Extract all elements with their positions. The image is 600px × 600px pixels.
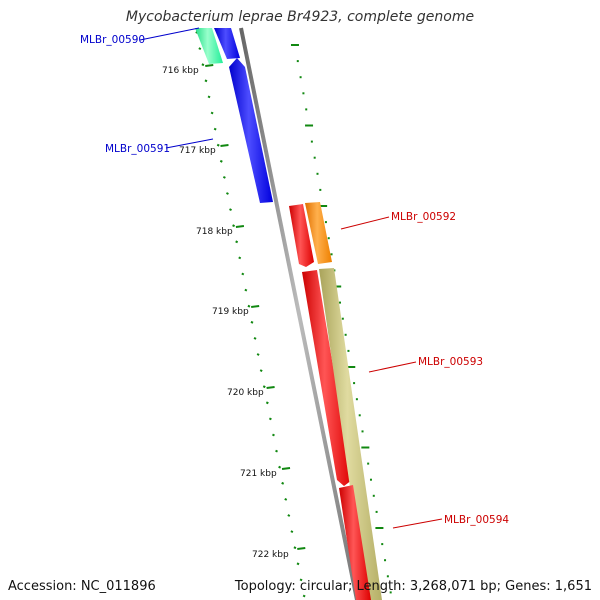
gene-label-mlbr-00593[interactable]: MLBr_00593 xyxy=(418,356,483,368)
minor-tick xyxy=(293,546,297,550)
minor-tick xyxy=(244,288,248,292)
minor-tick xyxy=(287,514,291,517)
scale-label: 721 kbp xyxy=(240,469,277,479)
gene-label-mlbr-00592[interactable]: MLBr_00592 xyxy=(391,211,456,223)
minor-tick xyxy=(201,63,205,67)
minor-tick xyxy=(256,353,260,356)
minor-tick xyxy=(284,498,288,501)
minor-tick xyxy=(272,433,275,437)
scale-label: 716 kbp xyxy=(162,66,199,76)
major-tick xyxy=(220,144,229,147)
scale-label: 720 kbp xyxy=(227,388,264,398)
gene-block-mlbr-00593[interactable] xyxy=(302,270,352,486)
minor-tick xyxy=(229,208,232,211)
outer-tick-column xyxy=(290,44,392,594)
gene-block-mlbr-00593-feature[interactable] xyxy=(319,268,382,600)
major-tick xyxy=(251,305,260,308)
minor-tick xyxy=(213,127,217,131)
minor-tick xyxy=(238,256,242,260)
minor-tick xyxy=(296,562,300,566)
gene-label-leader xyxy=(368,361,417,373)
scale-label: 717 kbp xyxy=(179,146,216,156)
minor-tick xyxy=(222,176,226,179)
genome-backbone xyxy=(239,27,359,600)
major-tick xyxy=(266,386,275,389)
minor-tick xyxy=(299,578,303,582)
minor-tick xyxy=(268,417,272,421)
major-tick xyxy=(281,467,291,470)
gene-label-leader xyxy=(165,138,214,149)
minor-tick xyxy=(232,224,236,228)
minor-tick xyxy=(290,530,294,533)
minor-tick xyxy=(225,192,229,195)
gene-label-mlbr-00594[interactable]: MLBr_00594 xyxy=(444,514,509,526)
minor-tick xyxy=(241,272,245,276)
scale-label: 718 kbp xyxy=(196,227,233,237)
minor-tick xyxy=(281,481,285,485)
genome-summary: Topology: circular; Length: 3,268,071 bp… xyxy=(234,579,592,594)
minor-tick xyxy=(259,369,263,372)
minor-tick xyxy=(262,385,266,389)
gene-label-leader xyxy=(392,518,443,529)
minor-tick xyxy=(207,95,211,99)
minor-tick xyxy=(204,79,208,83)
gene-label-mlbr-00591[interactable]: MLBr_00591 xyxy=(105,143,170,155)
inner-tick-column xyxy=(195,31,306,598)
minor-tick xyxy=(210,111,214,115)
gene-block-mlbr-00590-prev[interactable] xyxy=(195,28,223,64)
major-tick xyxy=(205,64,214,67)
minor-tick xyxy=(219,159,223,163)
minor-tick xyxy=(275,449,278,453)
genome-title: Mycobacterium leprae Br4923, complete ge… xyxy=(125,9,475,25)
minor-tick xyxy=(235,240,239,244)
minor-tick xyxy=(198,47,202,50)
gene-label-mlbr-00590[interactable]: MLBr_00590 xyxy=(80,34,145,46)
minor-tick xyxy=(302,594,306,598)
minor-tick xyxy=(265,401,269,405)
gene-block-mlbr-00594[interactable] xyxy=(339,485,371,600)
major-tick xyxy=(235,225,245,228)
gene-label-leader xyxy=(340,216,390,230)
gene-block-mlbr-00590[interactable] xyxy=(214,28,240,59)
scale-label: 719 kbp xyxy=(212,307,249,317)
gene-label-leader xyxy=(139,27,200,41)
gene-block-mlbr-00591[interactable] xyxy=(229,58,273,203)
minor-tick xyxy=(278,465,282,469)
minor-tick xyxy=(216,143,220,147)
accession-label: Accession: NC_011896 xyxy=(8,579,156,594)
gene-block-mlbr-00592-b[interactable] xyxy=(305,202,332,264)
minor-tick xyxy=(247,304,251,308)
scale-label: 722 kbp xyxy=(252,550,289,560)
major-tick xyxy=(297,547,306,550)
gene-block-mlbr-00592[interactable] xyxy=(289,204,314,267)
minor-tick xyxy=(250,320,254,324)
minor-tick xyxy=(253,337,257,340)
